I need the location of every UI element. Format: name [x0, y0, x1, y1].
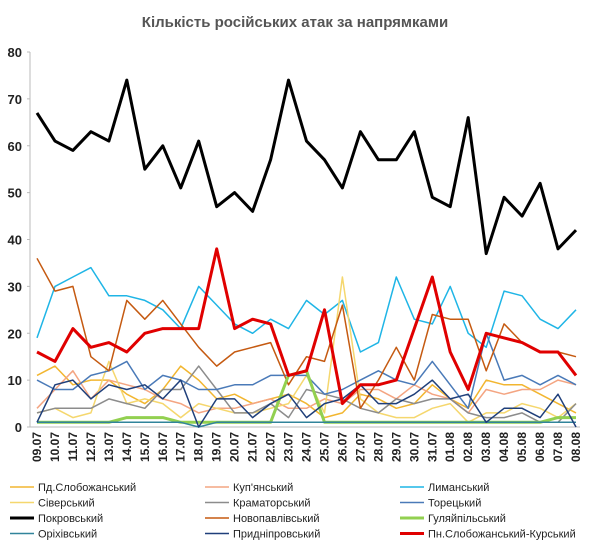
y-tick-label: 80 [8, 45, 22, 60]
x-tick-label: 22.07 [264, 432, 278, 462]
x-tick-label: 02.08 [461, 432, 475, 462]
y-tick-label: 60 [8, 139, 22, 154]
x-tick-label: 08.08 [569, 432, 583, 462]
x-tick-label: 17.07 [174, 432, 188, 462]
y-tick-label: 0 [15, 420, 22, 435]
y-tick-label: 10 [8, 373, 22, 388]
legend-label: Гуляйпільський [428, 513, 506, 525]
x-tick-label: 24.07 [300, 432, 314, 462]
legend-label: Торецький [428, 498, 481, 510]
x-tick-label: 12.07 [84, 432, 98, 462]
y-tick-label: 70 [8, 92, 22, 107]
x-tick-label: 06.08 [533, 432, 547, 462]
legend-label: Придніпровський [233, 529, 320, 540]
x-tick-label: 13.07 [102, 432, 116, 462]
x-tick-label: 27.07 [353, 432, 367, 462]
series-line [36, 257, 577, 410]
x-tick-label: 05.08 [515, 432, 529, 462]
y-tick-label: 20 [8, 326, 22, 341]
series-line [36, 266, 577, 353]
legend-label: Куп'янський [233, 482, 293, 494]
legend-label: Краматорський [233, 498, 311, 510]
x-tick-label: 11.07 [66, 432, 80, 462]
x-tick-label: 30.07 [407, 432, 421, 462]
x-tick-label: 01.08 [443, 432, 457, 462]
series-line [37, 421, 576, 428]
x-tick-label: 18.07 [192, 432, 206, 462]
y-tick-label: 50 [8, 186, 22, 201]
x-tick-label: 09.07 [30, 432, 44, 462]
chart-title: Кількість російських атак за напрямками [142, 14, 448, 31]
series-line [36, 365, 577, 424]
x-tick-label: 26.07 [335, 432, 349, 462]
series-line [35, 78, 578, 256]
legend-label: Пн.Слобожанський-Курський [428, 529, 576, 540]
x-tick-label: 04.08 [497, 432, 511, 462]
series-line [36, 247, 578, 406]
legend-label: Пд.Слобожанський [38, 482, 136, 494]
legend-label: Покровський [38, 513, 103, 525]
x-tick-label: 19.07 [210, 432, 224, 462]
x-tick-label: 25.07 [317, 432, 331, 462]
x-tick-label: 16.07 [156, 432, 170, 462]
series-line [36, 370, 577, 414]
x-tick-label: 21.07 [246, 432, 260, 462]
y-tick-label: 30 [8, 279, 22, 294]
x-tick-label: 15.07 [138, 432, 152, 462]
x-tick-label: 14.07 [120, 432, 134, 462]
x-tick-label: 31.07 [425, 432, 439, 462]
x-tick-label: 20.07 [228, 432, 242, 462]
series-line [36, 379, 577, 428]
x-tick-label: 28.07 [371, 432, 385, 462]
series-line [36, 365, 577, 419]
x-tick-label: 10.07 [48, 432, 62, 462]
x-tick-label: 07.08 [551, 432, 565, 462]
x-tick-label: 23.07 [282, 432, 296, 462]
x-tick-label: 03.08 [479, 432, 493, 462]
y-tick-label: 40 [8, 233, 22, 248]
legend-label: Лиманський [428, 482, 489, 494]
legend-label: Новопавлівський [233, 513, 319, 525]
x-tick-label: 29.07 [389, 432, 403, 462]
legend-label: Сіверський [38, 498, 95, 510]
legend-label: Оріхівський [38, 529, 97, 540]
